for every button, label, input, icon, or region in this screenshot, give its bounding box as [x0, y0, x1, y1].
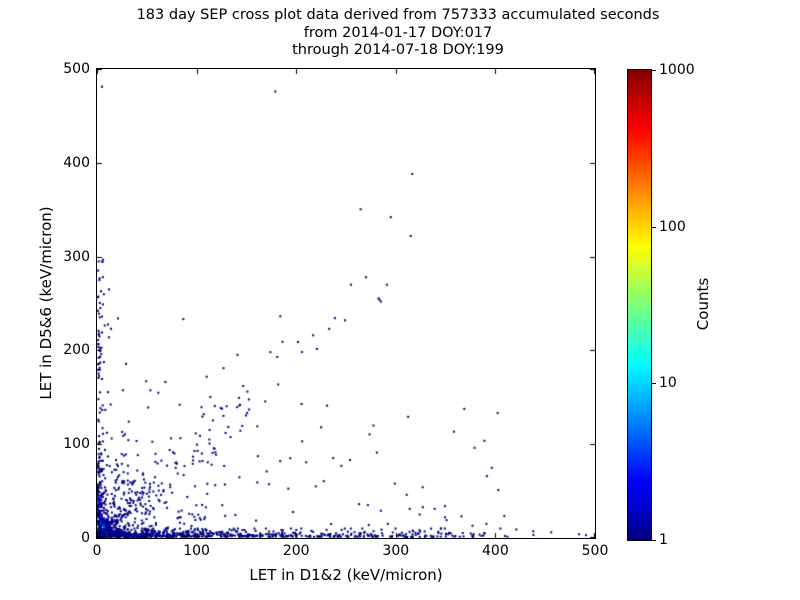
y-tick-label: 300 [63, 248, 90, 265]
x-tick-label: 300 [382, 543, 410, 559]
y-tick-label: 500 [63, 61, 90, 77]
y-tick-label: 200 [63, 342, 90, 359]
y-tick-label: 0 [81, 530, 90, 546]
chart-title-line-3: through 2014-07-18 DOY:199 [292, 42, 504, 58]
colorbar-tick-mark [651, 70, 656, 71]
colorbar-tick-mark [651, 383, 656, 385]
y-tick-label: 100 [63, 436, 90, 453]
colorbar-tick-label: 10 [659, 375, 677, 392]
chart-title: 183 day SEP cross plot data derived from… [0, 7, 796, 60]
colorbar-tick-label: 1 [659, 532, 668, 548]
y-tick-label: 400 [63, 154, 90, 171]
x-tick-label: 100 [183, 543, 210, 559]
y-axis-label: LET in D5&6 (keV/micron) [37, 206, 55, 400]
x-tick-label: 0 [92, 543, 102, 559]
colorbar-tick-label: 1000 [659, 62, 695, 78]
x-tick-label: 400 [482, 543, 509, 559]
plot-area [96, 68, 596, 539]
chart-title-line-1: 183 day SEP cross plot data derived from… [136, 7, 660, 23]
colorbar-tick-mark [651, 540, 656, 541]
x-tick-label: 200 [282, 543, 310, 559]
colorbar-tick-label: 100 [659, 218, 686, 235]
scatter-canvas [97, 69, 595, 538]
colorbar-axis-label: Counts [694, 277, 712, 331]
colorbar-tick-mark [651, 226, 656, 228]
chart-title-line-2: from 2014-01-17 DOY:017 [303, 24, 493, 41]
x-tick-label: 500 [581, 543, 609, 559]
colorbar [627, 69, 652, 541]
x-axis-label: LET in D1&2 (keV/micron) [249, 566, 443, 584]
